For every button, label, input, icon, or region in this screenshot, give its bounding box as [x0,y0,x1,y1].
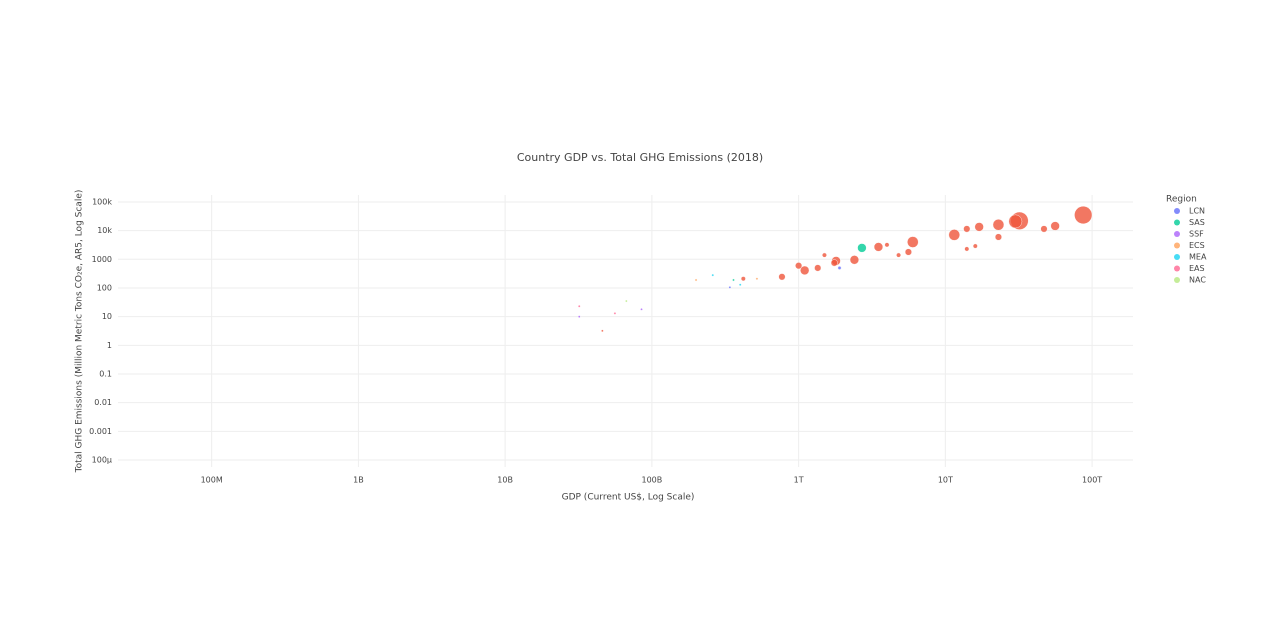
y-tick-label: 1 [107,341,112,350]
legend-marker[interactable] [1174,219,1180,226]
data-point[interactable] [884,242,890,248]
data-point[interactable] [613,312,617,315]
data-point[interactable] [857,243,867,253]
x-tick-label: 100M [201,476,223,485]
legend-label[interactable]: NAC [1189,276,1206,285]
x-tick-label: 100B [641,476,662,485]
legend-marker[interactable] [1174,265,1180,272]
legend-label[interactable]: SAS [1189,218,1205,227]
data-point[interactable] [728,286,732,289]
legend-label[interactable]: SSF [1189,230,1204,239]
y-tick-label: 0.1 [99,369,112,378]
data-point[interactable] [740,276,746,282]
data-point[interactable] [904,248,912,256]
legend-marker[interactable] [1174,277,1180,283]
y-axis-label: Total GHG Emissions (Million Metric Tons… [75,190,85,474]
data-point[interactable] [1040,225,1048,233]
legend-label[interactable]: LCN [1189,207,1205,216]
data-point[interactable] [711,273,715,277]
data-point[interactable] [694,278,698,282]
x-tick-label: 10T [938,476,953,485]
legend-marker[interactable] [1174,231,1180,237]
data-point[interactable] [972,243,978,249]
data-point[interactable] [896,252,901,258]
y-tick-label: 0.001 [89,427,112,436]
data-point[interactable] [992,219,1005,231]
legend-title: Region [1166,195,1197,205]
data-point[interactable] [577,315,581,318]
data-point[interactable] [974,222,984,232]
data-point[interactable] [837,266,842,270]
data-point[interactable] [964,246,970,252]
legend-marker[interactable] [1174,242,1180,249]
data-point[interactable] [948,229,960,241]
y-tick-label: 1000 [92,255,112,264]
y-tick-label: 0.01 [94,398,112,407]
data-point[interactable] [994,233,1002,241]
data-point[interactable] [800,265,810,276]
data-point[interactable] [849,255,860,265]
data-point[interactable] [907,236,919,248]
x-tick-label: 10B [497,476,513,485]
data-point[interactable] [625,299,628,303]
y-tick-label: 100 [97,283,112,292]
chart-title: Country GDP vs. Total GHG Emissions (201… [517,151,763,164]
data-point[interactable] [1008,214,1023,229]
y-tick-label: 100μ [92,456,112,465]
data-point[interactable] [830,259,838,267]
legend-marker[interactable] [1174,208,1180,214]
data-point[interactable] [814,264,822,272]
data-point[interactable] [778,273,786,281]
x-tick-label: 100T [1082,476,1102,485]
data-point[interactable] [640,308,643,311]
data-point[interactable] [1074,206,1093,225]
y-tick-label: 100k [92,197,112,206]
data-point[interactable] [577,304,581,308]
x-tick-label: 1B [353,476,364,485]
y-tick-label: 10 [102,312,112,321]
data-point[interactable] [755,277,759,281]
data-point[interactable] [1050,221,1060,231]
legend-marker[interactable] [1174,254,1180,260]
data-point[interactable] [963,225,971,233]
x-tick-label: 1T [794,476,804,485]
data-point[interactable] [732,278,735,282]
legend-label[interactable]: EAS [1189,264,1205,273]
legend-label[interactable]: ECS [1189,241,1205,250]
y-tick-label: 10k [97,226,112,235]
data-point[interactable] [873,242,884,252]
data-point[interactable] [795,262,803,270]
x-axis-label: GDP (Current US$, Log Scale) [562,493,695,503]
data-point[interactable] [738,283,742,287]
data-point[interactable] [822,252,827,258]
data-point[interactable] [601,329,604,333]
legend-label[interactable]: MEA [1189,253,1207,262]
